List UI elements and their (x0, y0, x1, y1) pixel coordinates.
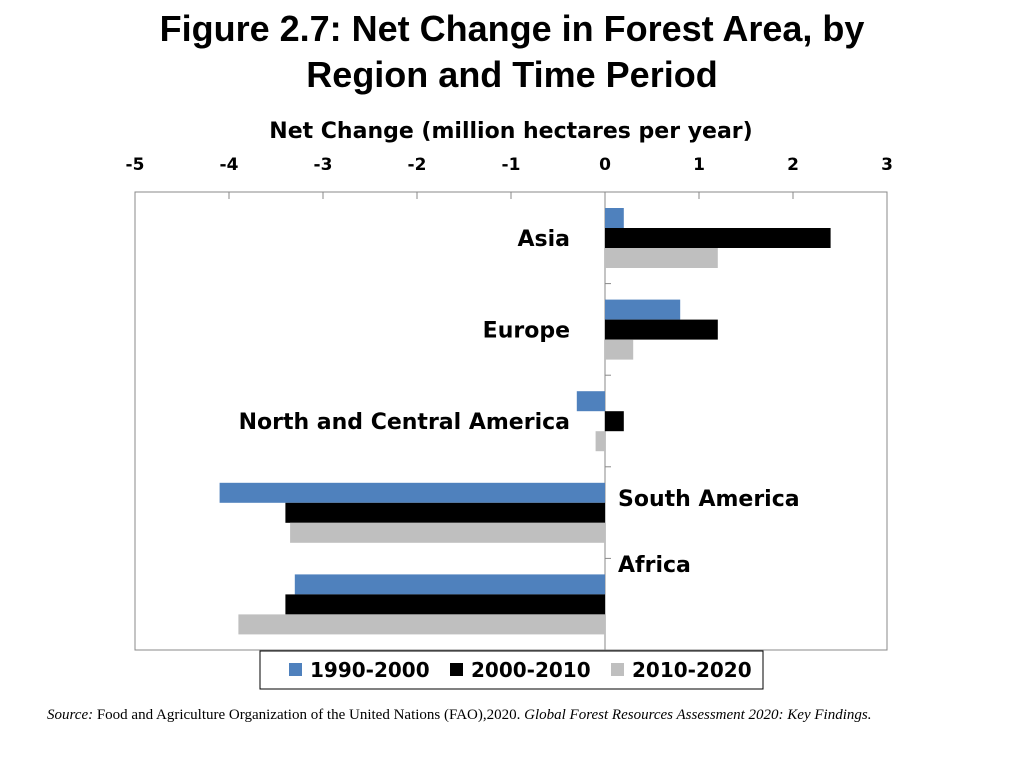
legend-swatch (611, 663, 624, 676)
bar (219, 482, 605, 503)
bar (605, 411, 624, 432)
x-tick-label: -1 (502, 155, 521, 175)
legend-label: 2000-2010 (471, 658, 591, 682)
bar (238, 614, 605, 635)
x-tick-label: -2 (408, 155, 427, 175)
bar (576, 391, 605, 412)
bar (605, 299, 681, 320)
x-tick-label: 3 (881, 155, 893, 175)
x-tick-label: 2 (787, 155, 799, 175)
source-text: Food and Agriculture Organization of the… (93, 707, 525, 723)
category-label: Africa (618, 553, 691, 578)
bar (605, 319, 718, 340)
legend-box (259, 650, 764, 690)
title-line-1: Figure 2.7: Net Change in Forest Area, b… (159, 8, 865, 49)
legend-swatch (450, 663, 463, 676)
x-tick-label: -5 (126, 155, 145, 175)
category-label: North and Central America (239, 410, 570, 435)
legend-label: 2010-2020 (632, 658, 752, 682)
category-label: Europe (483, 319, 570, 344)
legend-label: 1990-2000 (310, 658, 430, 682)
chart-title: Figure 2.7: Net Change in Forest Area, b… (0, 6, 1024, 98)
bar (285, 594, 605, 615)
x-tick-label: -4 (220, 155, 239, 175)
legend: 1990-2000 2000-2010 2010-2020 (259, 650, 764, 690)
bar (605, 248, 718, 268)
bar (285, 502, 605, 523)
bar (294, 574, 605, 595)
source-publication: Global Forest Resources Assessment 2020:… (524, 707, 872, 723)
x-tick-label: 1 (693, 155, 705, 175)
plot-area (134, 191, 888, 651)
source-note: Source: Food and Agriculture Organizatio… (47, 704, 977, 726)
legend-swatch (289, 663, 302, 676)
x-tick-label: -3 (314, 155, 333, 175)
x-axis-label: Net Change (million hectares per year) (269, 119, 752, 144)
bars (219, 208, 831, 635)
bar-chart: Net Change (million hectares per year) -… (126, 119, 893, 690)
bar (595, 431, 605, 452)
category-label: South America (618, 487, 800, 512)
category-labels: Asia Europe North and Central America South… (239, 227, 800, 578)
bar (290, 522, 605, 543)
bar (605, 228, 831, 248)
category-label: Asia (517, 227, 570, 252)
source-label: Source: (47, 707, 94, 723)
bar (605, 339, 634, 360)
bar (605, 208, 624, 228)
title-line-2: Region and Time Period (306, 54, 718, 95)
x-tick-label: 0 (599, 155, 611, 175)
